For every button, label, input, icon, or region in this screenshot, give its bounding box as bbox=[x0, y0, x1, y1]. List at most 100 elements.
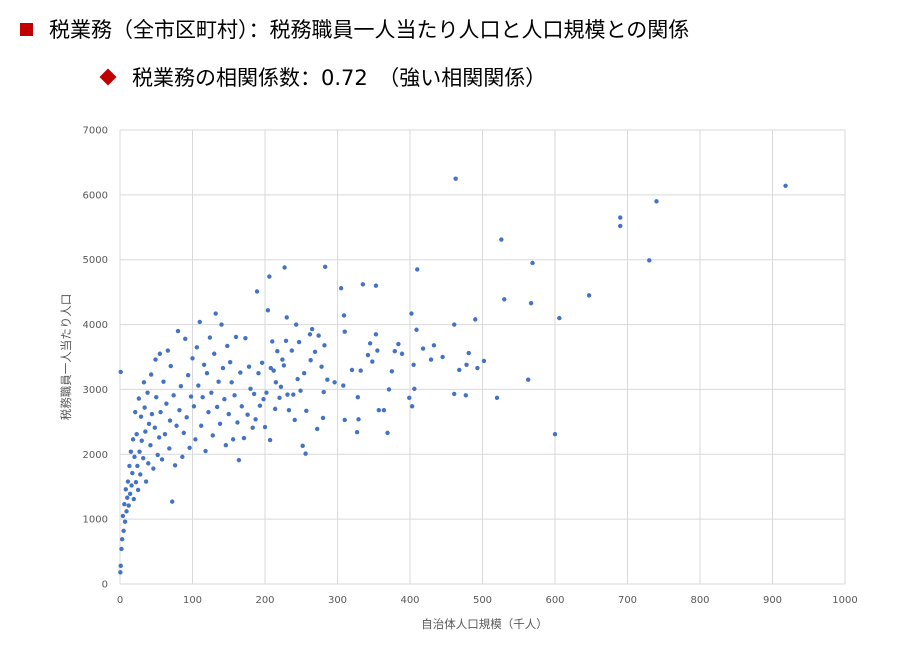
data-point bbox=[253, 417, 258, 422]
data-point bbox=[358, 368, 363, 373]
data-point bbox=[191, 404, 197, 409]
data-point bbox=[217, 421, 223, 427]
data-point bbox=[148, 372, 154, 377]
data-point bbox=[200, 395, 205, 400]
data-point bbox=[167, 418, 173, 423]
data-point bbox=[155, 452, 160, 458]
chart-title: 税業務（全市区町村）：税務職員一人当たり人口と人口規模との関係 bbox=[49, 18, 690, 42]
data-point bbox=[213, 311, 218, 316]
data-point bbox=[385, 430, 390, 436]
data-point bbox=[557, 315, 562, 321]
data-point bbox=[134, 431, 139, 437]
data-point bbox=[473, 317, 478, 322]
data-point bbox=[139, 438, 144, 443]
data-point bbox=[301, 371, 307, 376]
data-point bbox=[165, 348, 171, 353]
data-point bbox=[122, 519, 128, 524]
data-point bbox=[296, 339, 302, 345]
x-tick-label: 1000 bbox=[832, 595, 857, 606]
data-point bbox=[259, 360, 265, 366]
data-point bbox=[285, 392, 290, 397]
data-point bbox=[216, 379, 221, 384]
data-point bbox=[199, 423, 204, 428]
data-point bbox=[411, 362, 416, 367]
data-point bbox=[338, 286, 344, 291]
data-point bbox=[243, 335, 248, 341]
data-point bbox=[552, 431, 558, 437]
data-point bbox=[185, 372, 191, 378]
y-tick-label: 1000 bbox=[83, 515, 108, 526]
data-point bbox=[307, 332, 313, 337]
data-point bbox=[164, 401, 169, 406]
data-point bbox=[457, 367, 462, 373]
title-row: 税業務（全市区町村）：税務職員一人当たり人口と人口規模との関係 bbox=[20, 12, 689, 46]
data-point bbox=[141, 455, 146, 461]
data-point bbox=[315, 426, 320, 432]
data-point bbox=[475, 365, 480, 371]
data-point bbox=[232, 393, 237, 398]
data-point bbox=[312, 349, 318, 355]
data-point bbox=[325, 377, 330, 382]
data-point bbox=[271, 368, 276, 373]
x-tick-label: 0 bbox=[117, 595, 123, 606]
data-point bbox=[123, 487, 128, 492]
data-point bbox=[354, 430, 360, 435]
data-point bbox=[141, 380, 147, 385]
data-point bbox=[463, 393, 469, 398]
data-point bbox=[309, 326, 315, 332]
data-point bbox=[154, 395, 159, 400]
y-tick-label: 7000 bbox=[83, 126, 108, 137]
data-point bbox=[654, 199, 659, 204]
data-point bbox=[412, 386, 417, 391]
data-point bbox=[281, 363, 287, 368]
data-point bbox=[118, 563, 123, 569]
x-axis-title: 自治体人口規模（千人） bbox=[421, 617, 548, 631]
data-point bbox=[193, 437, 198, 442]
data-point bbox=[420, 346, 426, 351]
data-point bbox=[265, 308, 271, 313]
data-point bbox=[120, 513, 126, 519]
data-point bbox=[360, 282, 366, 287]
data-point bbox=[137, 449, 142, 454]
data-point bbox=[235, 420, 240, 425]
y-tick-label: 0 bbox=[102, 580, 108, 591]
y-tick-label: 2000 bbox=[83, 450, 108, 461]
data-point bbox=[250, 425, 255, 430]
data-point bbox=[494, 395, 500, 401]
data-point bbox=[168, 363, 173, 369]
data-point bbox=[146, 421, 152, 427]
data-point bbox=[264, 390, 269, 395]
data-point bbox=[322, 343, 327, 348]
data-point bbox=[119, 546, 124, 552]
data-point bbox=[174, 423, 179, 428]
data-point bbox=[146, 461, 151, 466]
data-point bbox=[136, 396, 142, 401]
data-point bbox=[125, 495, 130, 500]
data-point bbox=[277, 395, 282, 401]
data-point bbox=[275, 348, 280, 354]
data-point bbox=[118, 570, 123, 575]
data-point bbox=[225, 343, 230, 349]
data-point bbox=[188, 394, 194, 399]
data-point bbox=[131, 496, 136, 502]
data-point bbox=[407, 395, 412, 401]
data-point bbox=[618, 215, 623, 220]
data-point bbox=[135, 463, 140, 469]
data-point bbox=[280, 357, 285, 362]
data-point bbox=[118, 369, 123, 375]
data-point bbox=[286, 407, 292, 413]
data-point bbox=[239, 404, 244, 409]
data-point bbox=[148, 443, 153, 448]
x-tick-label: 200 bbox=[255, 595, 274, 606]
data-point bbox=[183, 336, 188, 342]
data-point bbox=[303, 451, 308, 456]
data-point bbox=[204, 371, 210, 376]
data-point bbox=[228, 359, 233, 365]
data-point bbox=[230, 437, 236, 442]
data-point bbox=[308, 358, 313, 363]
data-point bbox=[356, 417, 361, 422]
data-point bbox=[196, 383, 201, 388]
data-point bbox=[293, 322, 299, 327]
y-axis-title: 税務職員一人当たり人口 bbox=[59, 294, 73, 421]
data-point bbox=[241, 435, 247, 441]
